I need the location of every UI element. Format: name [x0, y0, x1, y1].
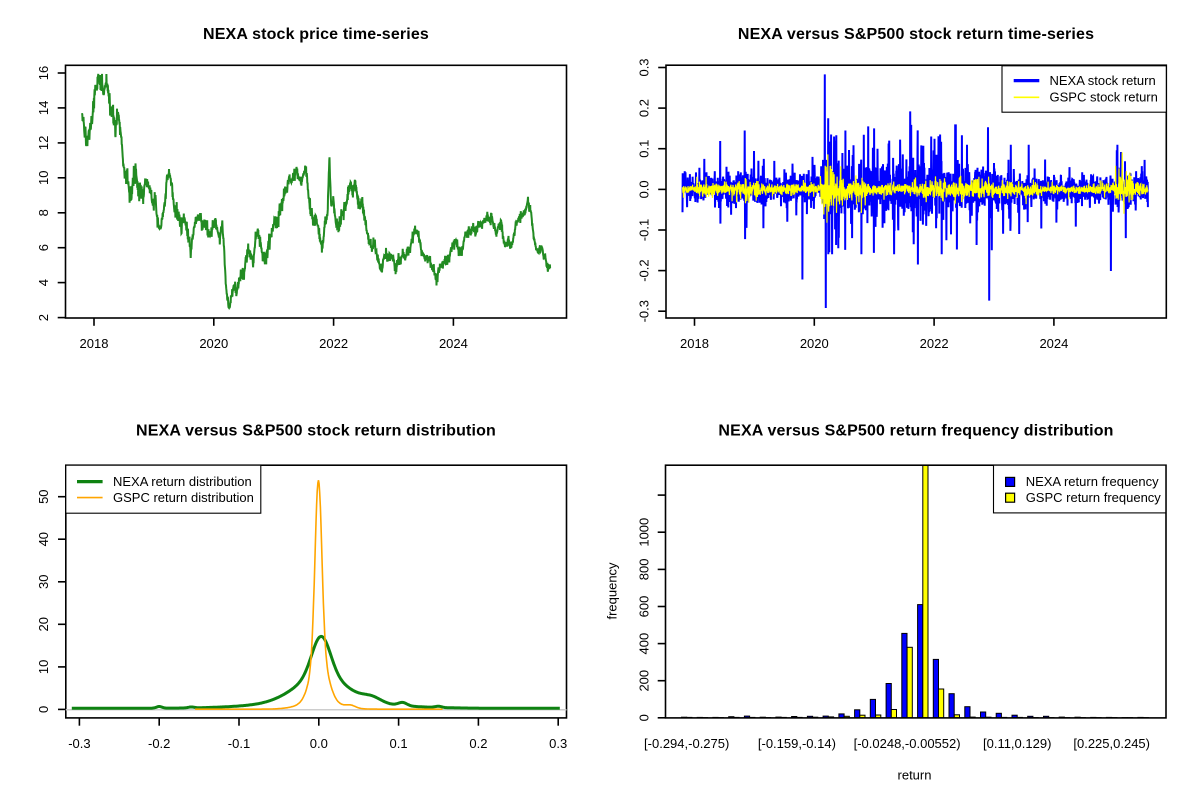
- svg-text:GSPC stock return: GSPC stock return: [1050, 90, 1158, 105]
- svg-text:GSPC return frequency: GSPC return frequency: [1026, 490, 1162, 505]
- svg-text:12: 12: [36, 136, 51, 150]
- svg-text:[-0.0248,-0.00552): [-0.0248,-0.00552): [854, 736, 961, 751]
- svg-text:0.0: 0.0: [636, 180, 651, 198]
- svg-text:0.3: 0.3: [549, 736, 567, 751]
- svg-text:6: 6: [36, 244, 51, 251]
- svg-text:200: 200: [637, 670, 652, 692]
- svg-text:0.3: 0.3: [636, 58, 651, 76]
- svg-text:[0.11,0.129): [0.11,0.129): [983, 736, 1051, 751]
- svg-text:NEXA versus S&P500 stock retur: NEXA versus S&P500 stock return time-ser…: [738, 26, 1094, 43]
- svg-text:10: 10: [36, 171, 51, 185]
- svg-text:20: 20: [36, 617, 51, 631]
- svg-text:-0.2: -0.2: [148, 736, 170, 751]
- svg-text:[-0.159,-0.14): [-0.159,-0.14): [758, 736, 836, 751]
- svg-text:NEXA versus S&P500 stock retur: NEXA versus S&P500 stock return distribu…: [136, 423, 496, 440]
- svg-text:-0.3: -0.3: [68, 736, 90, 751]
- svg-text:NEXA return distribution: NEXA return distribution: [113, 474, 252, 489]
- svg-text:0.2: 0.2: [469, 736, 487, 751]
- svg-text:NEXA return frequency: NEXA return frequency: [1026, 474, 1159, 489]
- svg-text:600: 600: [637, 596, 652, 618]
- svg-text:0.2: 0.2: [636, 99, 651, 117]
- svg-text:2020: 2020: [199, 336, 228, 351]
- svg-text:16: 16: [36, 66, 51, 80]
- svg-text:8: 8: [36, 209, 51, 216]
- svg-text:-0.1: -0.1: [228, 736, 250, 751]
- svg-text:0.1: 0.1: [636, 140, 651, 158]
- svg-text:400: 400: [637, 633, 652, 655]
- svg-text:2022: 2022: [920, 336, 949, 351]
- svg-text:NEXA versus S&P500 return freq: NEXA versus S&P500 return frequency dist…: [718, 423, 1113, 440]
- svg-text:800: 800: [637, 559, 652, 581]
- svg-text:4: 4: [36, 279, 51, 286]
- svg-text:NEXA stock price time-series: NEXA stock price time-series: [203, 26, 429, 43]
- svg-text:2022: 2022: [319, 336, 348, 351]
- svg-text:0: 0: [36, 706, 51, 713]
- svg-text:1000: 1000: [637, 518, 652, 547]
- svg-text:GSPC return distribution: GSPC return distribution: [113, 490, 254, 505]
- svg-text:-0.1: -0.1: [636, 219, 651, 241]
- svg-text:50: 50: [36, 489, 51, 503]
- svg-text:0.1: 0.1: [390, 736, 408, 751]
- svg-text:NEXA stock return: NEXA stock return: [1050, 73, 1156, 88]
- svg-text:2024: 2024: [439, 336, 468, 351]
- svg-text:2020: 2020: [800, 336, 829, 351]
- svg-text:2024: 2024: [1039, 336, 1068, 351]
- svg-text:14: 14: [36, 101, 51, 115]
- svg-text:2018: 2018: [680, 336, 709, 351]
- svg-text:-0.2: -0.2: [636, 259, 651, 281]
- svg-text:40: 40: [36, 532, 51, 546]
- svg-text:-0.3: -0.3: [636, 300, 651, 322]
- svg-text:0.0: 0.0: [310, 736, 328, 751]
- svg-text:[-0.294,-0.275): [-0.294,-0.275): [644, 736, 729, 751]
- svg-text:[0.225,0.245): [0.225,0.245): [1073, 736, 1150, 751]
- svg-text:2018: 2018: [80, 336, 109, 351]
- svg-text:10: 10: [36, 660, 51, 674]
- svg-text:30: 30: [36, 575, 51, 589]
- svg-text:0: 0: [637, 714, 652, 721]
- svg-text:2: 2: [36, 314, 51, 321]
- svg-text:frequency: frequency: [605, 562, 620, 620]
- svg-text:return: return: [898, 767, 932, 782]
